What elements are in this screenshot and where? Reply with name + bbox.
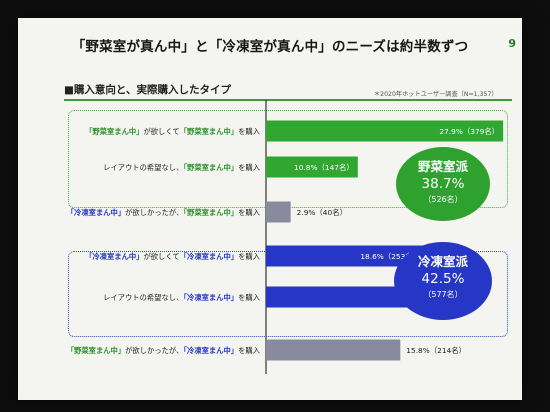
section-divider: [64, 99, 512, 101]
section-title: ■購入意向と、実際購入したタイプ: [64, 84, 231, 96]
slide: 「野菜室が真ん中」と「冷凍室が真ん中」のニーズは約半数ずつ 9 ■購入意向と、実…: [18, 18, 522, 400]
vegetable-summary-badge: 野菜室派 38.7% （526名）: [396, 147, 490, 221]
data-label: 15.8%（214名）: [406, 346, 466, 355]
data-label: 27.9%（379名）: [439, 127, 499, 136]
freezer-badge-percent: 42.5%: [421, 271, 465, 287]
category-label: レイアウトの希望なし、「冷凍室まん中」を購入: [103, 293, 261, 302]
category-label: 「冷凍室まん中」が欲しくて「冷凍室まん中」を購入: [85, 252, 261, 261]
bar: [266, 201, 291, 223]
data-label: 18.6%（253名）: [360, 252, 420, 261]
data-label: 2.9%（40名）: [297, 208, 347, 217]
category-label: レイアウトの希望なし、「野菜室まん中」を購入: [103, 163, 261, 172]
page-number: 9: [508, 37, 516, 50]
freezer-badge-title: 冷凍室派: [417, 254, 468, 269]
vegetable-badge-percent: 38.7%: [421, 176, 465, 192]
bar: [266, 156, 358, 178]
data-label: 10.8%（147名）: [294, 163, 354, 172]
freezer-badge-count: （577名）: [423, 290, 463, 299]
bar: [266, 339, 401, 361]
vegetable-badge-title: 野菜室派: [417, 159, 468, 174]
vegetable-badge-count: （526名）: [423, 195, 463, 204]
bar: [266, 245, 425, 267]
category-label: 「野菜室まん中」が欲しくて「野菜室まん中」を購入: [85, 127, 261, 136]
bar: [266, 120, 504, 142]
page-title: 「野菜室が真ん中」と「冷凍室が真ん中」のニーズは約半数ずつ: [71, 39, 469, 55]
category-label: 「野菜室まん中」が欲しかったが、「冷凍室まん中」を購入: [67, 346, 261, 355]
category-label: 「冷凍室まん中」が欲しかったが、「野菜室まん中」を購入: [67, 208, 261, 217]
survey-source-note: ＊2020年ホットユーザー調査（N=1,357）: [374, 91, 498, 98]
freezer-summary-badge: 冷凍室派 42.5% （577名）: [394, 242, 492, 320]
